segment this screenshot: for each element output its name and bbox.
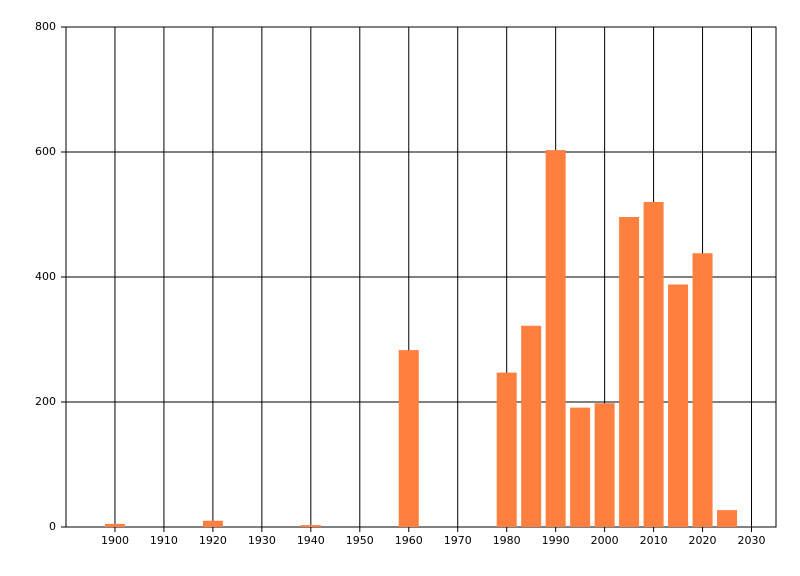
x-tick-label: 1940 <box>297 534 325 547</box>
x-tick-label: 1920 <box>199 534 227 547</box>
bar <box>104 523 125 527</box>
x-tick-label: 2010 <box>640 534 668 547</box>
x-tick-label: 1950 <box>346 534 374 547</box>
x-tick-label: 1930 <box>248 534 276 547</box>
bar <box>619 217 640 527</box>
x-tick-label: 2000 <box>591 534 619 547</box>
x-tick-label: 1960 <box>395 534 423 547</box>
bar <box>594 403 615 527</box>
y-tick-label: 0 <box>49 520 56 533</box>
bar <box>398 350 419 527</box>
x-tick-label: 2020 <box>689 534 717 547</box>
bar <box>717 510 738 527</box>
bar <box>496 372 517 527</box>
y-tick-label: 600 <box>35 145 56 158</box>
bar <box>545 150 566 527</box>
bar <box>692 253 713 527</box>
bar <box>643 202 664 527</box>
bar <box>202 520 223 527</box>
y-tick-label: 800 <box>35 20 56 33</box>
plot-frame <box>65 26 777 528</box>
x-tick-label: 1900 <box>101 534 129 547</box>
x-tick-label: 1980 <box>493 534 521 547</box>
y-tick-label: 400 <box>35 270 56 283</box>
x-tick-label: 1970 <box>444 534 472 547</box>
bar <box>570 407 591 527</box>
x-tick-label: 1990 <box>542 534 570 547</box>
bar <box>668 284 689 527</box>
x-tick-label: 1910 <box>150 534 178 547</box>
y-tick-label: 200 <box>35 395 56 408</box>
bar <box>300 525 321 527</box>
bar <box>521 325 542 527</box>
x-tick-label: 2030 <box>738 534 766 547</box>
